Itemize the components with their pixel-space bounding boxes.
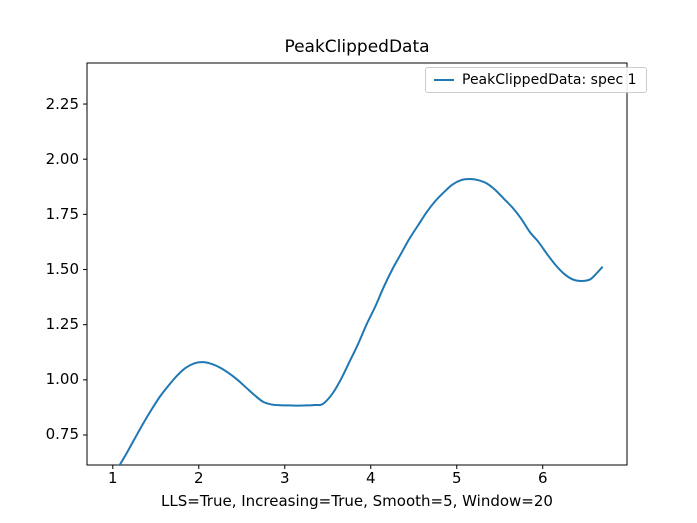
legend-line-sample (434, 79, 454, 81)
y-tick-label: 0.75 (45, 425, 79, 444)
data-line (118, 178, 604, 466)
y-tick-label: 2.00 (45, 149, 79, 168)
x-tick-label: 3 (279, 469, 290, 487)
axes-frame (86, 62, 628, 466)
y-tick-label: 1.50 (45, 260, 79, 279)
chart-title: PeakClippedData (284, 37, 430, 57)
y-tick-label: 1.00 (45, 370, 79, 389)
x-axis-label: LLS=True, Increasing=True, Smooth=5, Win… (161, 492, 553, 510)
legend-label: PeakClippedData: spec 1 (462, 72, 637, 88)
y-tick-label: 2.25 (45, 94, 79, 113)
x-tick-label: 2 (193, 469, 204, 487)
x-tick-label: 4 (365, 469, 376, 487)
y-tick-label: 1.75 (45, 204, 79, 223)
x-tick-label: 5 (451, 469, 462, 487)
x-tick-label: 6 (537, 469, 548, 487)
legend: PeakClippedData: spec 1 (425, 67, 647, 93)
y-tick-label: 1.25 (45, 315, 79, 334)
x-tick-label: 1 (108, 469, 118, 487)
